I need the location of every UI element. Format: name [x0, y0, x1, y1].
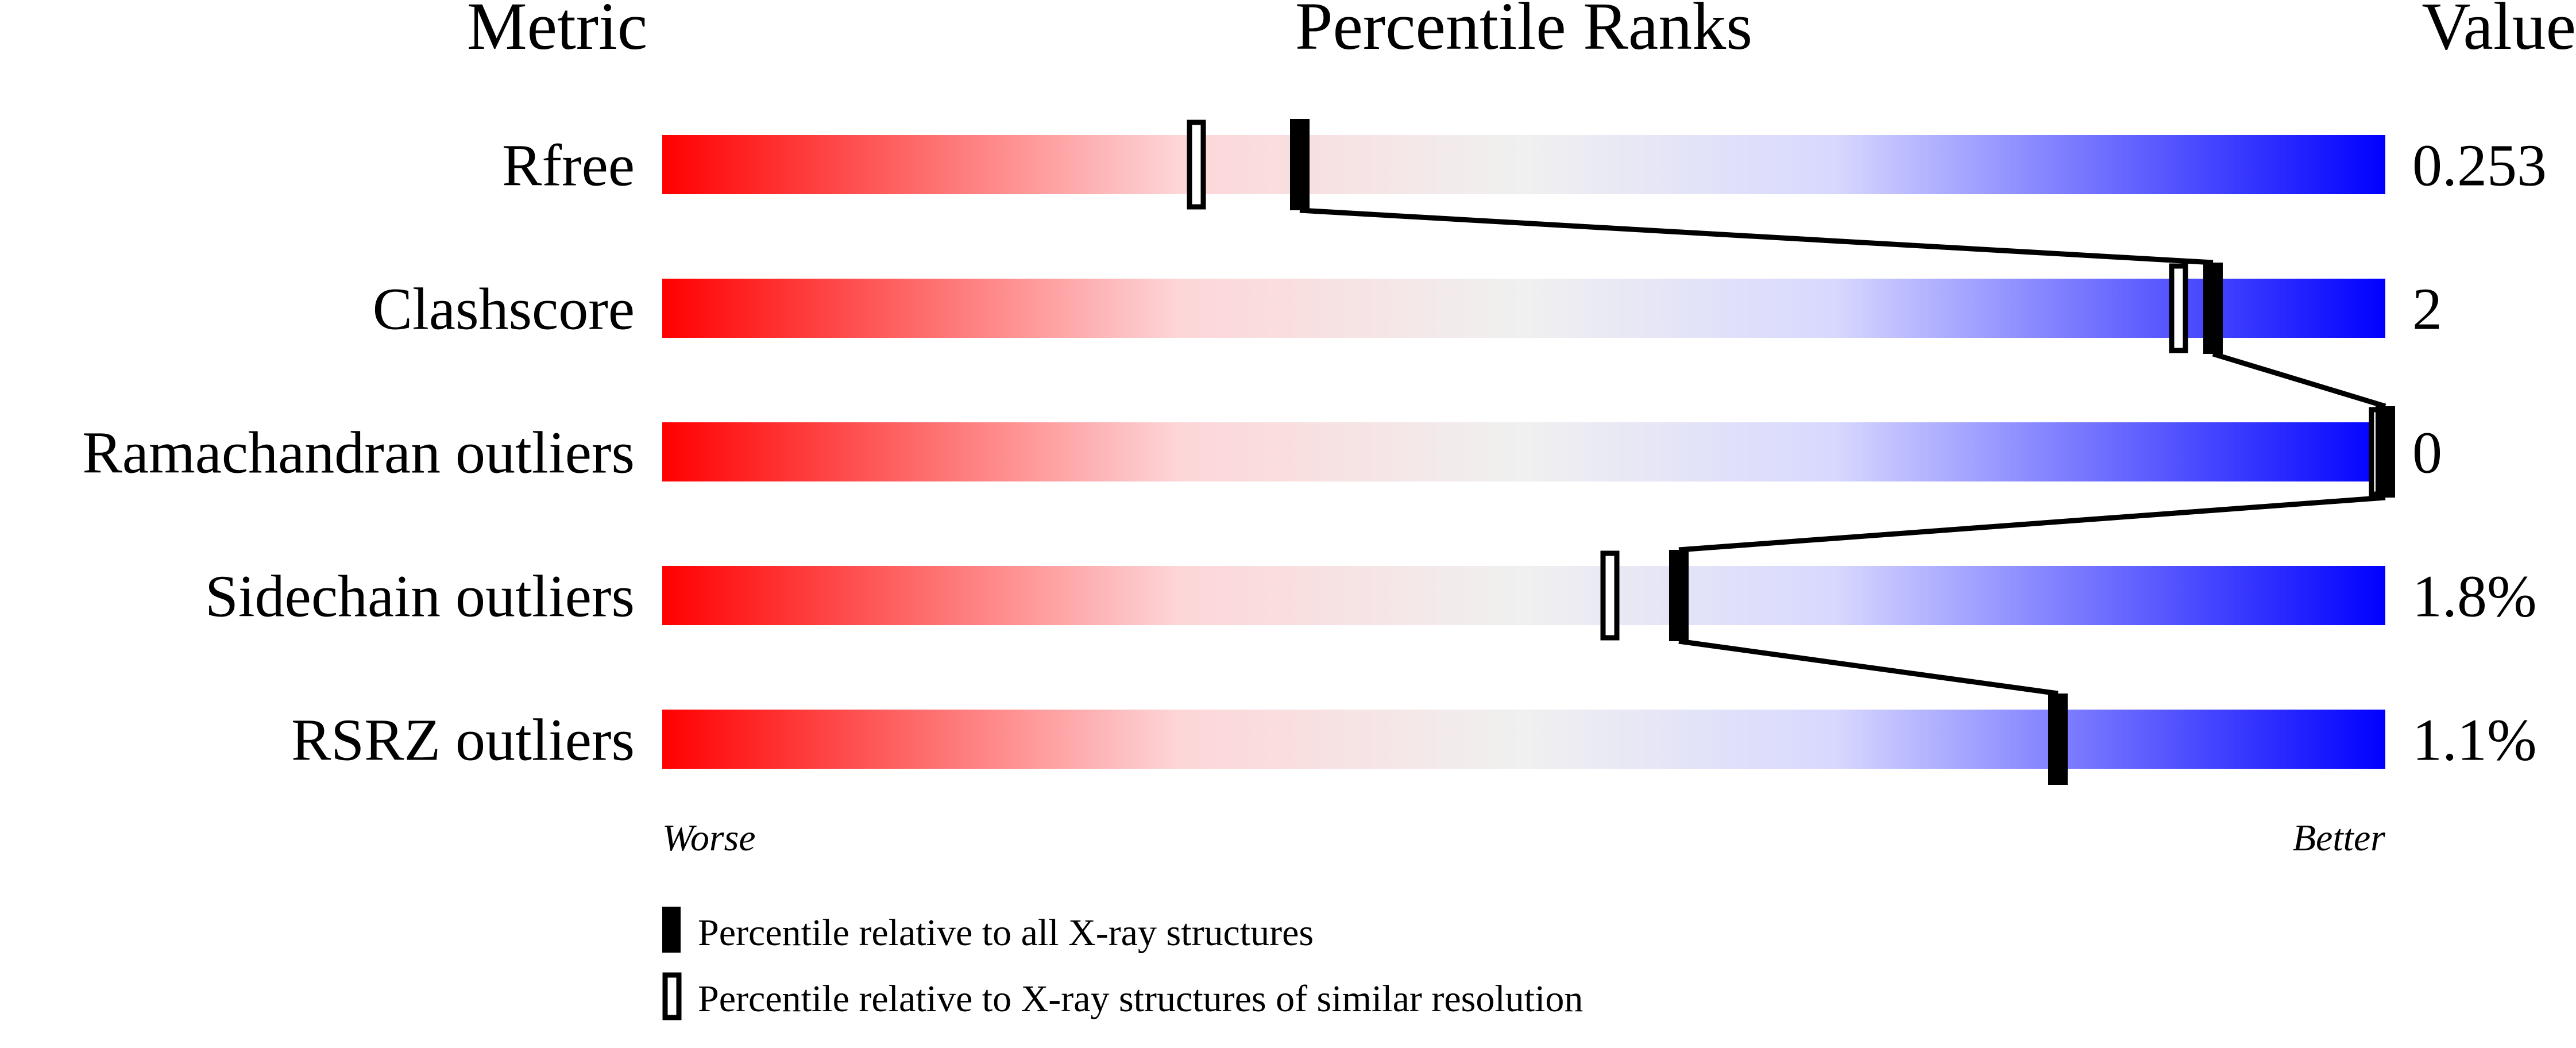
all-structures-marker	[2203, 263, 2223, 354]
metric-value: 2	[2412, 276, 2442, 342]
metric-value: 0.253	[2412, 133, 2547, 199]
header-percentile-ranks: Percentile Ranks	[1295, 0, 1752, 64]
metric-value: 1.1%	[2412, 707, 2537, 773]
legend-filled-label: Percentile relative to all X-ray structu…	[698, 912, 1314, 954]
metric-value: 1.8%	[2412, 564, 2537, 630]
all-structures-marker	[2048, 693, 2068, 785]
metric-label: Sidechain outliers	[205, 564, 635, 630]
percentile-bar	[662, 566, 2385, 625]
all-structures-marker	[2376, 406, 2395, 498]
legend-open-label: Percentile relative to X-ray structures …	[698, 978, 1583, 1020]
similar-resolution-marker	[1187, 120, 1206, 210]
metric-label: Ramachandran outliers	[82, 420, 635, 486]
percentile-bar	[662, 710, 2385, 769]
axis-label-better: Better	[2293, 817, 2386, 859]
metric-value: 0	[2412, 420, 2442, 486]
percentile-bar	[662, 279, 2385, 338]
similar-resolution-marker	[1600, 550, 1620, 641]
metric-label: Clashscore	[373, 276, 635, 342]
connector-line	[1678, 638, 2059, 696]
legend-filled-marker	[662, 907, 681, 953]
connector-line	[1299, 207, 2214, 265]
legend-open-marker	[662, 972, 682, 1020]
all-structures-marker	[1290, 119, 1310, 210]
similar-resolution-marker	[2169, 263, 2188, 353]
header-metric: Metric	[467, 0, 648, 64]
metric-label: RSRZ outliers	[291, 707, 635, 773]
metric-label: Rfree	[502, 133, 635, 199]
percentile-bar	[662, 422, 2385, 481]
connector-line	[2212, 351, 2386, 409]
percentile-bar	[662, 135, 2385, 194]
connector-line	[1678, 495, 2386, 553]
header-value: Value	[2421, 0, 2576, 64]
axis-label-worse: Worse	[662, 817, 756, 859]
all-structures-marker	[1669, 550, 1689, 641]
